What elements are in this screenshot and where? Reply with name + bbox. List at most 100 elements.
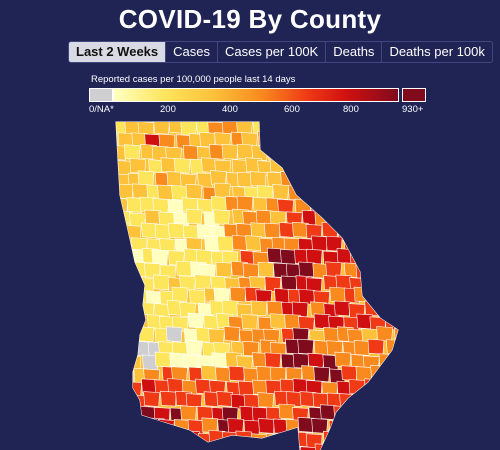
county-shape[interactable] (313, 313, 331, 330)
county-shape[interactable] (258, 418, 275, 434)
county-shape[interactable] (389, 353, 406, 370)
county-shape[interactable] (378, 353, 396, 370)
county-shape[interactable] (293, 147, 311, 163)
county-shape[interactable] (175, 260, 193, 277)
county-shape[interactable] (211, 352, 228, 369)
county-shape[interactable] (363, 143, 381, 160)
county-shape[interactable] (111, 249, 128, 265)
county-shape[interactable] (364, 378, 381, 395)
county-shape[interactable] (238, 380, 255, 397)
county-shape[interactable] (355, 263, 373, 280)
county-shape[interactable] (365, 223, 383, 240)
county-shape[interactable] (336, 120, 353, 135)
county-shape[interactable] (368, 211, 385, 228)
county-shape[interactable] (255, 209, 273, 226)
county-shape[interactable] (399, 315, 415, 330)
county-shape[interactable] (167, 432, 184, 449)
county-shape[interactable] (126, 302, 144, 319)
county-shape[interactable] (320, 196, 337, 213)
county-shape[interactable] (342, 416, 359, 433)
county-shape[interactable] (358, 417, 375, 434)
county-shape[interactable] (333, 300, 351, 317)
county-shape[interactable] (325, 183, 343, 200)
county-shape[interactable] (257, 261, 275, 278)
county-shape[interactable] (265, 433, 283, 450)
county-shape[interactable] (370, 445, 388, 450)
county-shape[interactable] (300, 446, 317, 450)
county-shape[interactable] (113, 276, 130, 293)
county-shape[interactable] (305, 248, 323, 265)
county-shape[interactable] (325, 209, 343, 226)
county-shape[interactable] (367, 235, 385, 251)
county-shape[interactable] (151, 249, 169, 265)
county-shape[interactable] (119, 290, 137, 306)
county-shape[interactable] (356, 236, 374, 252)
county-shape[interactable] (117, 443, 134, 450)
county-shape[interactable] (386, 339, 402, 355)
county-shape[interactable] (314, 443, 332, 450)
county-shape[interactable] (323, 120, 341, 136)
county-shape[interactable] (110, 352, 127, 369)
county-shape[interactable] (382, 445, 399, 450)
county-shape[interactable] (185, 339, 203, 356)
county-shape[interactable] (372, 262, 389, 279)
county-shape[interactable] (284, 313, 301, 330)
county-shape[interactable] (116, 419, 134, 436)
county-shape[interactable] (245, 235, 262, 251)
county-shape[interactable] (269, 313, 287, 329)
county-shape[interactable] (367, 183, 385, 199)
county-shape[interactable] (250, 300, 268, 317)
county-shape[interactable] (241, 314, 258, 330)
county-shape[interactable] (110, 378, 127, 394)
county-shape[interactable] (337, 171, 355, 187)
county-shape[interactable] (110, 326, 127, 342)
county-shape[interactable] (383, 235, 399, 252)
county-shape[interactable] (392, 224, 409, 240)
county-shape[interactable] (325, 443, 343, 450)
county-shape[interactable] (257, 392, 275, 408)
county-shape[interactable] (278, 222, 296, 238)
county-shape[interactable] (328, 420, 346, 436)
county-shape[interactable] (126, 197, 144, 213)
county-shape[interactable] (321, 221, 339, 238)
county-shape[interactable] (153, 119, 170, 135)
county-shape[interactable] (182, 145, 200, 161)
county-shape[interactable] (204, 235, 221, 252)
county-shape[interactable] (349, 224, 367, 240)
county-shape[interactable] (378, 302, 396, 319)
county-shape[interactable] (228, 445, 246, 450)
county-shape[interactable] (389, 406, 406, 423)
county-shape[interactable] (157, 184, 174, 201)
county-shape[interactable] (236, 195, 254, 212)
county-shape[interactable] (333, 405, 351, 422)
county-shape[interactable] (133, 340, 151, 357)
county-shape[interactable] (112, 197, 129, 214)
county-shape[interactable] (340, 365, 358, 381)
county-shape[interactable] (397, 366, 414, 383)
county-shape[interactable] (116, 391, 133, 407)
county-shape[interactable] (307, 147, 325, 164)
county-shape[interactable] (362, 173, 380, 190)
county-shape[interactable] (362, 198, 379, 215)
county-shape[interactable] (371, 134, 388, 150)
county-shape[interactable] (353, 130, 371, 147)
county-shape[interactable] (399, 261, 415, 276)
county-shape[interactable] (313, 366, 331, 383)
county-shape[interactable] (385, 210, 401, 226)
county-shape[interactable] (357, 392, 374, 408)
county-shape[interactable] (287, 185, 305, 201)
county-shape[interactable] (342, 211, 360, 227)
county-shape[interactable] (377, 406, 394, 423)
county-shape[interactable] (353, 442, 371, 450)
county-shape[interactable] (143, 391, 160, 407)
county-shape[interactable] (152, 430, 170, 446)
county-shape[interactable] (251, 433, 268, 450)
county-shape[interactable] (203, 391, 221, 408)
county-shape[interactable] (376, 326, 393, 342)
county-shape[interactable] (214, 182, 231, 199)
county-shape[interactable] (281, 432, 299, 448)
county-shape[interactable] (187, 312, 205, 329)
county-shape[interactable] (348, 169, 366, 186)
county-shape[interactable] (375, 274, 392, 291)
county-shape[interactable] (394, 328, 410, 344)
